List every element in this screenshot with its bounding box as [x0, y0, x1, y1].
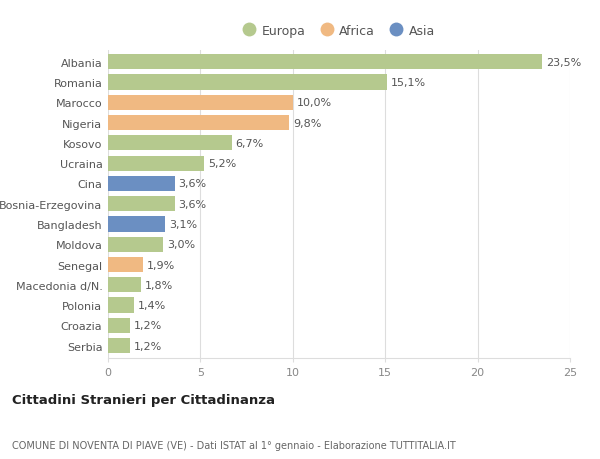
- Text: 6,7%: 6,7%: [236, 139, 264, 149]
- Bar: [108, 75, 387, 90]
- Bar: [108, 136, 232, 151]
- Text: 1,2%: 1,2%: [134, 341, 162, 351]
- Text: Cittadini Stranieri per Cittadinanza: Cittadini Stranieri per Cittadinanza: [12, 393, 275, 406]
- Bar: [108, 298, 134, 313]
- Bar: [108, 196, 175, 212]
- Text: 10,0%: 10,0%: [296, 98, 332, 108]
- Text: 1,2%: 1,2%: [134, 321, 162, 330]
- Bar: [108, 318, 130, 333]
- Text: 1,4%: 1,4%: [137, 301, 166, 310]
- Bar: [108, 217, 165, 232]
- Bar: [108, 95, 293, 111]
- Text: 23,5%: 23,5%: [546, 58, 581, 67]
- Text: 15,1%: 15,1%: [391, 78, 426, 88]
- Text: 3,6%: 3,6%: [178, 179, 206, 189]
- Text: 9,8%: 9,8%: [293, 118, 321, 129]
- Bar: [108, 237, 163, 252]
- Text: 1,8%: 1,8%: [145, 280, 173, 290]
- Bar: [108, 338, 130, 353]
- Bar: [108, 257, 143, 273]
- Bar: [108, 278, 141, 293]
- Text: 5,2%: 5,2%: [208, 159, 236, 169]
- Text: 3,0%: 3,0%: [167, 240, 195, 250]
- Bar: [108, 116, 289, 131]
- Legend: Europa, Africa, Asia: Europa, Africa, Asia: [243, 25, 435, 38]
- Text: 3,1%: 3,1%: [169, 219, 197, 230]
- Bar: [108, 176, 175, 191]
- Text: COMUNE DI NOVENTA DI PIAVE (VE) - Dati ISTAT al 1° gennaio - Elaborazione TUTTIT: COMUNE DI NOVENTA DI PIAVE (VE) - Dati I…: [12, 440, 456, 450]
- Text: 3,6%: 3,6%: [178, 199, 206, 209]
- Bar: [108, 55, 542, 70]
- Bar: [108, 156, 204, 171]
- Text: 1,9%: 1,9%: [147, 260, 175, 270]
